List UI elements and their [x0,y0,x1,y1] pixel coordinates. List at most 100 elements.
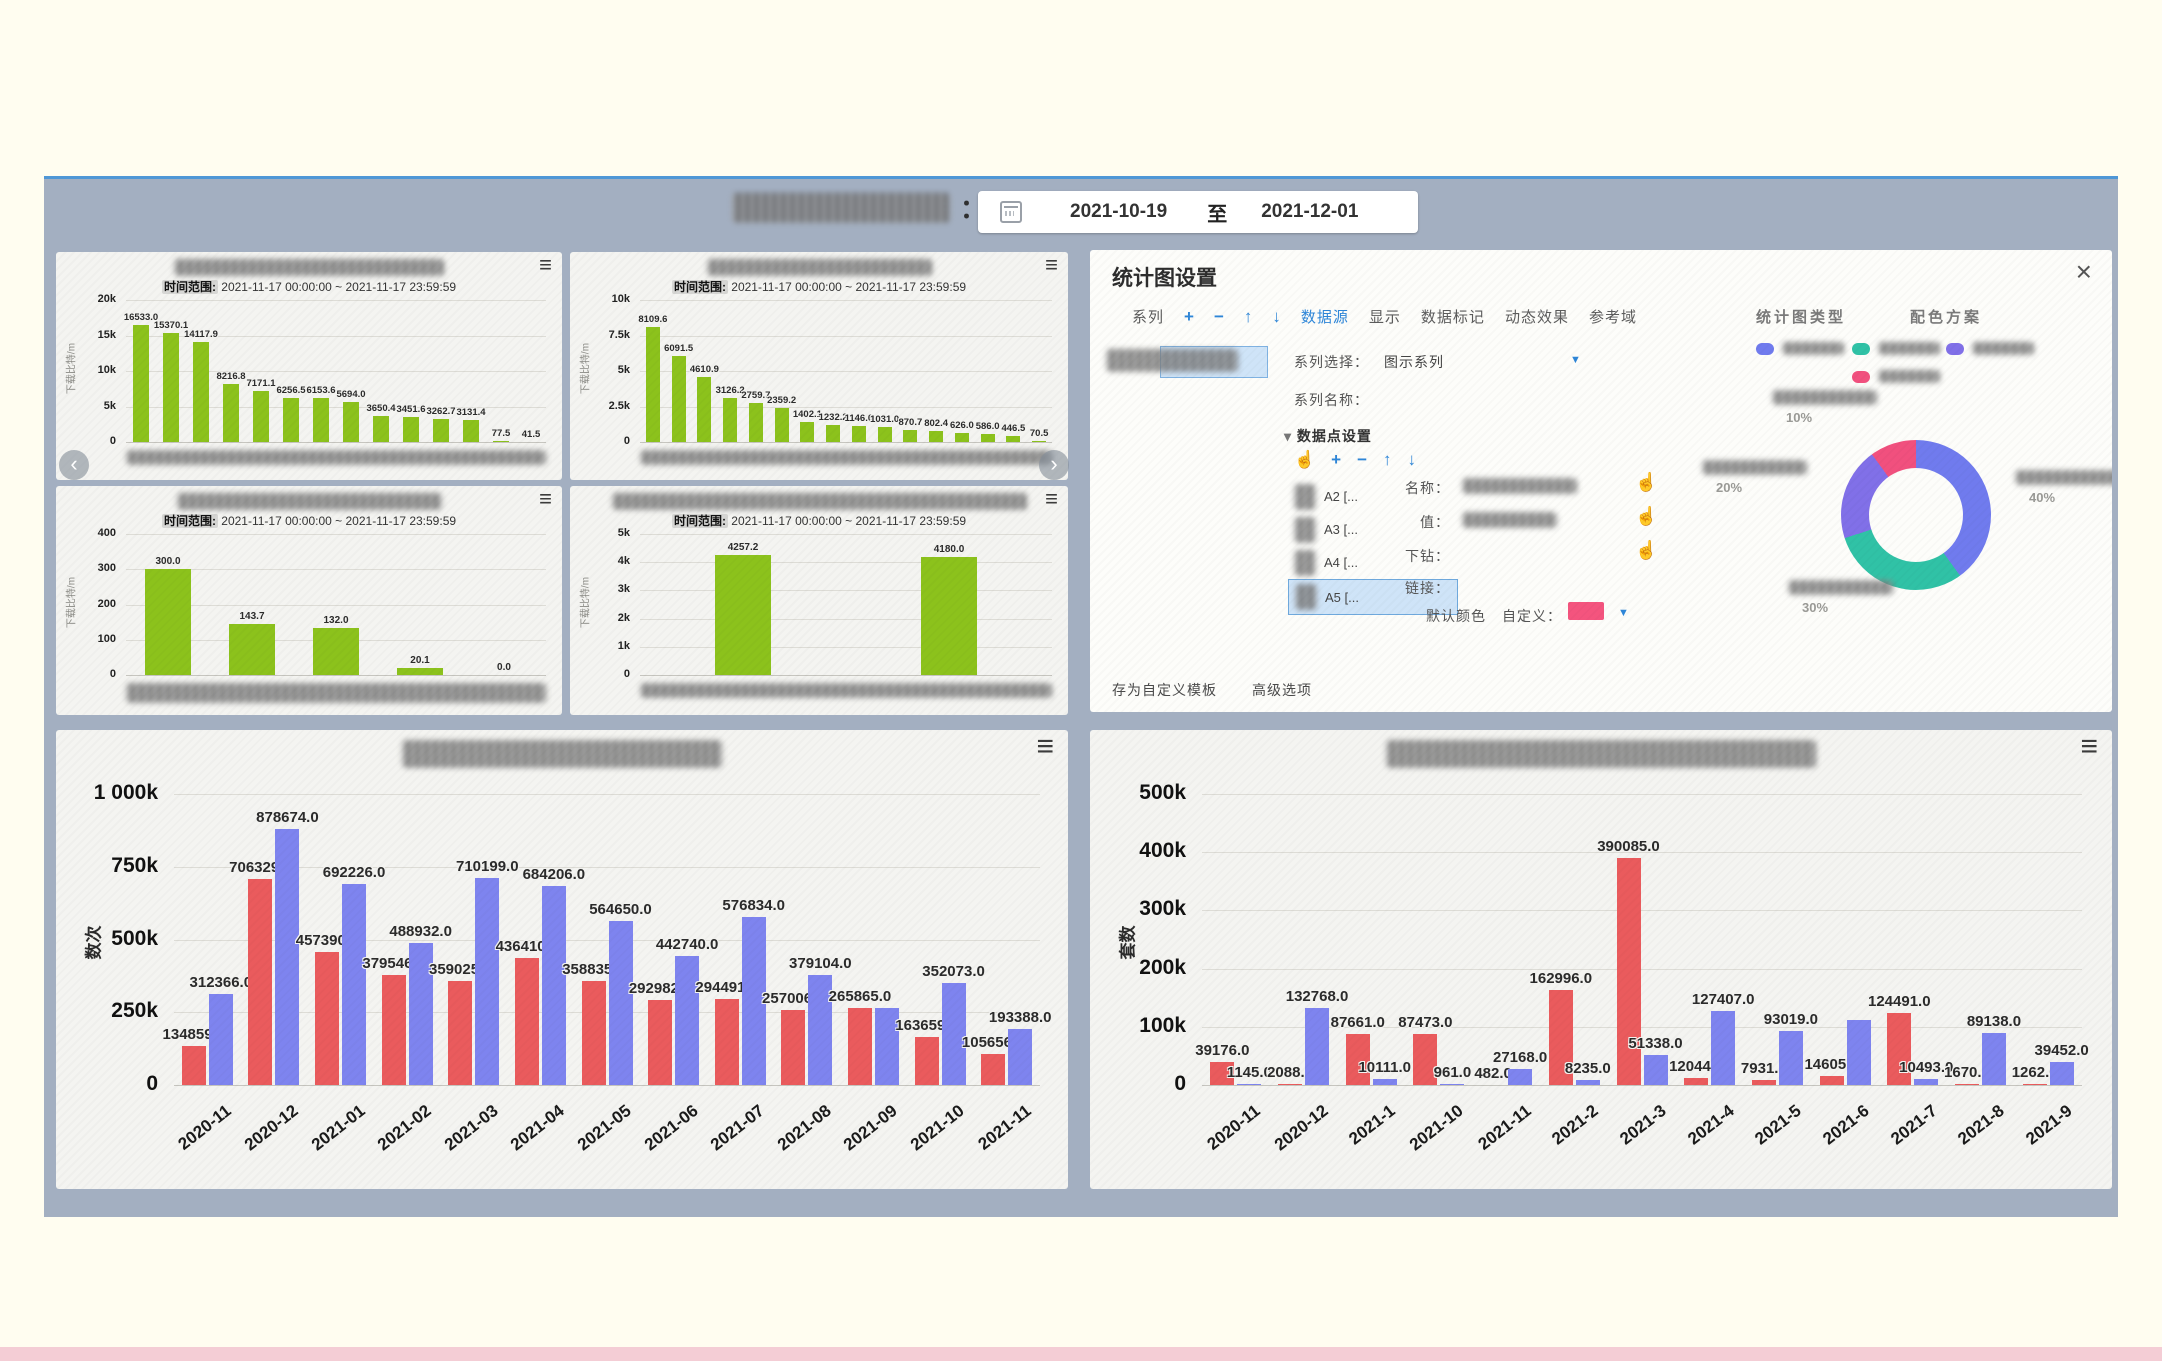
gridline [174,939,1040,941]
datapoint-list-item[interactable]: A4 [... [1288,546,1458,579]
tab-动态效果[interactable]: 动态效果 [1504,309,1569,326]
bar [980,433,995,442]
bar-value-label: 4610.9 [689,363,719,375]
datapoint-list-item[interactable]: A3 [... [1288,513,1458,546]
bar [2022,1084,2047,1086]
datapoint-remove-icon[interactable]: − [1357,450,1368,469]
tab-数据标记[interactable]: 数据标记 [1420,309,1485,326]
bar [448,980,473,1085]
y-axis-label: 下载比特/m [66,576,78,628]
bar-value-label: 1670.0 [1944,1064,1990,1082]
date-from[interactable]: 2021-10-19 [1070,201,1168,222]
advanced-options-link[interactable]: 高级选项 [1252,682,1312,698]
bar [192,341,210,442]
bar [162,332,180,442]
date-range-picker[interactable]: 2021-10-19 至 2021-12-01 [978,191,1418,233]
drill-formula-hand-icon[interactable]: ☝ [1635,540,1658,560]
y-axis-tick-label: 2k [617,611,630,624]
bar-value-label: 3126.2 [715,384,745,396]
name-formula-hand-icon[interactable]: ☝ [1635,472,1658,492]
y-axis-tick-label: 4k [617,555,630,568]
move-up-icon[interactable]: ↑ [1243,306,1253,326]
tab-数据源[interactable]: 数据源 [1300,309,1349,326]
carousel-next-button[interactable]: › [1039,450,1069,480]
gridline [126,300,546,301]
series-select-caret-icon[interactable]: ▼ [1570,354,1582,366]
legend-label-redacted [1972,342,2034,355]
bar [1981,1033,2006,1085]
bar [1819,1076,1844,1085]
chart-menu-icon[interactable]: ≡ [539,486,552,511]
bar [675,956,700,1085]
add-icon[interactable]: + [1184,306,1194,326]
bar [877,427,892,442]
datapoint-move-up-icon[interactable]: ↑ [1383,450,1392,469]
tab-显示[interactable]: 显示 [1368,309,1401,326]
datapoint-item-label: A3 [... [1324,522,1358,537]
bar-value-label: 8216.8 [216,370,246,382]
dashboard-header: ： 2021-10-19 至 2021-12-01 [44,179,2118,241]
bar-value-label: 488932.0 [389,922,452,940]
chart-subtitle: 时间范围: 2021-11-17 00:00:00 ~ 2021-11-17 2… [56,512,562,529]
bar [402,417,420,442]
chart-menu-icon[interactable]: ≡ [539,252,552,277]
bar [462,419,480,442]
bar [1413,1034,1438,1085]
chart-menu-icon[interactable]: ≡ [1036,730,1054,763]
datapoint-icon-redacted [1294,516,1316,543]
bar [1778,1030,1803,1085]
bar [282,397,300,442]
time-range-value: 2021-11-17 00:00:00 ~ 2021-11-17 23:59:5… [727,514,967,528]
bottom-strip [0,1347,2162,1361]
tab-系列[interactable]: 系列 [1132,309,1165,326]
carousel-prev-button[interactable]: ‹ [59,450,89,480]
datapoint-move-down-icon[interactable]: ↓ [1407,450,1417,469]
bar [432,418,450,442]
bar [714,999,739,1085]
bar-value-label: 51338.0 [1628,1035,1683,1053]
bar [1643,1055,1668,1085]
pointer-hand-icon[interactable]: ☝ [1294,450,1316,469]
bar-value-label: 1262.0 [2011,1064,2058,1082]
datapoint-list-item[interactable]: A2 [... [1288,480,1458,513]
date-to[interactable]: 2021-12-01 [1261,201,1359,222]
datapoint-add-icon[interactable]: + [1331,450,1342,469]
bar-value-label: 878674.0 [256,809,319,827]
chart-title-redacted [402,740,722,768]
selected-data-source[interactable] [1106,346,1286,380]
bar [222,383,240,442]
bar [1305,1007,1330,1085]
section-caret-icon[interactable]: ▾ [1284,428,1293,444]
bar [608,920,633,1085]
value-formula-hand-icon[interactable]: ☝ [1635,506,1658,526]
gridline [126,534,546,535]
chart-menu-icon[interactable]: ≡ [2080,730,2098,763]
legend-item [1852,342,1940,355]
y-axis-tick-label: 750k [111,853,158,877]
bar-chart-card-4: 时间范围: 2021-11-17 00:00:00 ~ 2021-11-17 2… [570,486,1068,715]
bar [208,994,233,1085]
bar [715,554,771,675]
close-icon[interactable]: × [2075,256,2092,287]
series-select-value[interactable]: 图示系列 [1384,354,1444,370]
bar [312,628,360,675]
y-axis-tick-label: 100 [97,632,116,645]
bar-value-label: 8235.0 [1564,1060,1611,1078]
chart-menu-icon[interactable]: ≡ [1045,486,1058,511]
color-picker-caret-icon[interactable]: ▼ [1618,607,1630,619]
save-as-template-link[interactable]: 存为自定义模板 [1112,682,1217,698]
default-color-swatch[interactable] [1568,602,1604,620]
bar [1008,1028,1033,1085]
gridline [1202,968,2082,970]
y-axis-label: 下载比特/m [580,576,592,628]
move-down-icon[interactable]: ↓ [1272,306,1281,326]
bar-value-label: 4180.0 [933,544,965,556]
tab-参考域[interactable]: 参考域 [1588,309,1637,326]
datapoint-list-item[interactable]: A5 [... [1288,579,1458,615]
bar [941,982,966,1085]
bar-value-label: 586.0 [975,420,1000,432]
remove-icon[interactable]: − [1213,306,1224,326]
chart-menu-icon[interactable]: ≡ [1045,252,1058,277]
y-axis-tick-label: 500k [111,926,158,950]
